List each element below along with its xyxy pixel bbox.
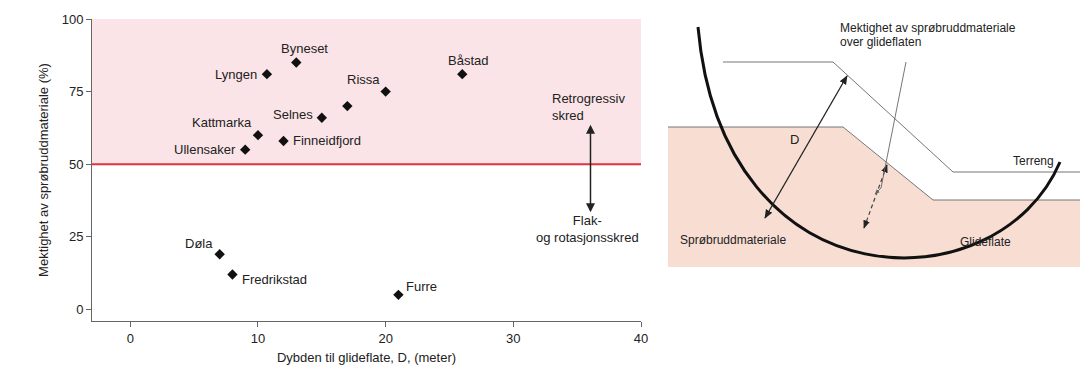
svg-text:100: 100 [62,12,84,27]
svg-text:25: 25 [69,229,83,244]
svg-text:Byneset: Byneset [281,41,328,56]
svg-text:Båstad: Båstad [448,53,488,68]
svg-text:Sprøbruddmateriale: Sprøbruddmateriale [680,233,786,247]
svg-text:Fredrikstad: Fredrikstad [242,272,307,287]
svg-text:Flak-og rotasjonsskred: Flak-og rotasjonsskred [536,213,639,245]
svg-text:Ullensaker: Ullensaker [174,142,236,157]
svg-text:50: 50 [69,157,83,172]
svg-text:D: D [790,132,799,147]
svg-text:Dybden til glideflate, D, (met: Dybden til glideflate, D, (meter) [277,350,456,365]
svg-text:Mektighet av sprøbruddmaterial: Mektighet av sprøbruddmateriale (%) [36,63,51,277]
svg-text:Lyngen: Lyngen [215,67,257,82]
svg-text:Selnes: Selnes [273,107,313,122]
svg-text:Rissa: Rissa [347,72,380,87]
svg-text:Retrogressivskred: Retrogressivskred [552,91,625,123]
svg-text:Terreng: Terreng [1013,154,1054,168]
svg-text:10: 10 [251,331,265,346]
svg-text:Furre: Furre [406,279,437,294]
svg-text:30: 30 [506,331,520,346]
svg-text:Mektighet av sprøbruddmaterial: Mektighet av sprøbruddmaterialeover glid… [840,22,1016,49]
svg-text:0: 0 [76,302,83,317]
svg-text:20: 20 [378,331,392,346]
svg-text:Glideflate: Glideflate [960,235,1011,249]
svg-text:40: 40 [634,331,648,346]
svg-text:Døla: Døla [185,236,213,251]
svg-text:Finneidfjord: Finneidfjord [293,133,361,148]
svg-text:75: 75 [69,84,83,99]
svg-text:Kattmarka: Kattmarka [192,115,252,130]
svg-text:0: 0 [127,331,134,346]
